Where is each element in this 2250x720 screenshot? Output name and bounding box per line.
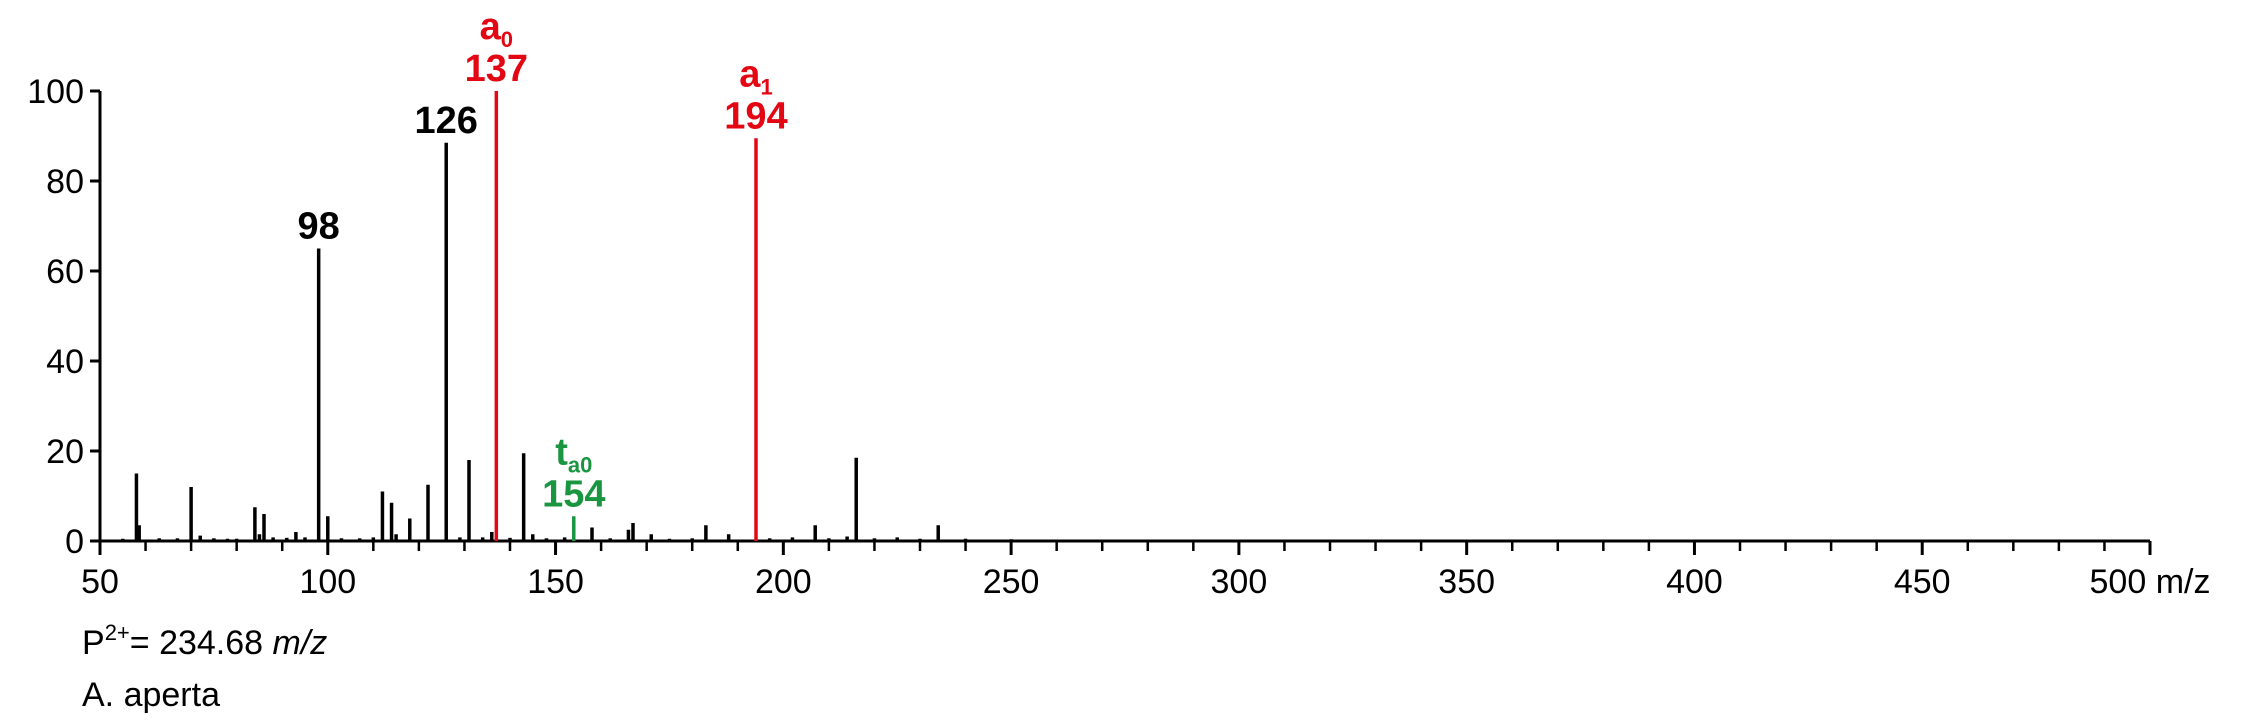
peaks [121, 91, 1013, 541]
ion-mass-label-137: 137 [465, 48, 528, 90]
precursor-value: = 234.68 [129, 624, 273, 662]
x-tick-label: 350 [1438, 563, 1495, 601]
ion-name-label-194: a1 [739, 53, 772, 99]
y-tick-label: 60 [46, 253, 84, 291]
ion-name-label-137: a0 [480, 6, 513, 52]
x-tick-label: 450 [1894, 563, 1951, 601]
y-tick-label: 100 [27, 73, 84, 111]
x-tick-label: 250 [983, 563, 1040, 601]
axes: 0 20 40 60 80 100 50 100 150 200 250 300 350 400 450 50… [27, 73, 2210, 601]
species-caption: A. aperta [82, 676, 220, 714]
y-tick-label: 80 [46, 163, 84, 201]
precursor-caption: P2+= 234.68 m/z [82, 622, 328, 663]
peak-label-126: 126 [415, 100, 478, 142]
x-tick-label: 150 [527, 563, 584, 601]
x-tick-label: 50 [81, 563, 119, 601]
ion-mass-label-154: 154 [542, 473, 605, 515]
ion-mass-label-194: 194 [724, 95, 787, 137]
x-tick-label: 300 [1211, 563, 1268, 601]
y-tick-label: 20 [46, 433, 84, 471]
x-tick-label: 400 [1666, 563, 1723, 601]
precursor-unit: m/z [272, 624, 328, 662]
precursor-charge: 2+ [104, 620, 130, 645]
y-tick-label: 0 [65, 523, 84, 561]
x-tick-label: 200 [755, 563, 812, 601]
x-tick-label: 100 [299, 563, 356, 601]
ion-name-label-154: ta0 [555, 431, 592, 477]
x-tick-label: 500 m/z [2090, 563, 2211, 601]
precursor-prefix: P [82, 624, 105, 662]
peak-label-98: 98 [298, 206, 340, 248]
y-tick-label: 40 [46, 343, 84, 381]
